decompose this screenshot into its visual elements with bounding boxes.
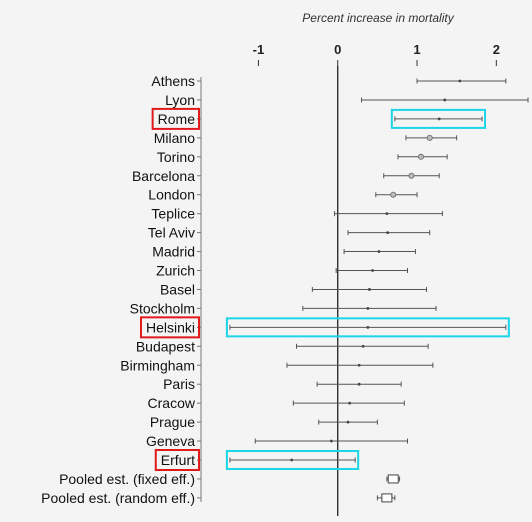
label-highlight-box	[154, 449, 200, 471]
forest-row	[397, 153, 448, 160]
point-estimate	[346, 420, 350, 424]
point-estimate	[357, 363, 361, 367]
x-axis: -1 0 1 2	[253, 42, 500, 66]
row-label: Barcelona	[132, 168, 195, 184]
forest-row	[318, 419, 378, 425]
row-label: Madrid	[152, 244, 195, 260]
row-label: Torino	[157, 149, 195, 165]
forest-row	[376, 493, 396, 503]
row-label: Paris	[163, 376, 195, 392]
forest-row	[229, 457, 356, 463]
forest-row	[254, 438, 409, 444]
forest-row	[386, 474, 401, 484]
forest-row	[347, 230, 431, 236]
pooled-estimate-box	[387, 474, 399, 484]
x-tick-label: 2	[493, 42, 500, 57]
point-estimate	[371, 269, 375, 272]
label-highlight-box	[151, 107, 200, 130]
point-estimate	[390, 191, 397, 198]
row-label: Teplice	[151, 206, 195, 222]
point-estimate	[458, 79, 462, 83]
row-label: Pooled est. (fixed eff.)	[59, 471, 195, 487]
ci-highlight-box	[390, 108, 487, 129]
x-tick-label: 0	[334, 42, 341, 57]
pooled-estimate-box	[381, 493, 393, 503]
forest-row	[302, 305, 437, 311]
ci-highlight-box	[225, 450, 360, 470]
row-label: Lyon	[165, 92, 195, 108]
x-tick-label: -1	[253, 42, 265, 57]
row-label: Prague	[150, 414, 195, 430]
point-estimate	[377, 250, 381, 253]
point-estimate	[417, 153, 424, 160]
reference-lines	[200, 66, 339, 516]
forest-row	[311, 286, 428, 292]
forest-row	[316, 381, 402, 387]
row-label: Pooled est. (random eff.)	[41, 490, 195, 506]
forest-row	[343, 249, 416, 255]
row-label: Helsinki	[146, 319, 195, 335]
point-estimate	[361, 344, 365, 348]
forest-row	[335, 268, 409, 273]
row-label: Geneva	[146, 433, 195, 449]
row-label: Tel Aviv	[148, 225, 195, 241]
row-label: Cracow	[148, 395, 196, 411]
forest-rows	[229, 78, 529, 503]
row-label: Birmingham	[120, 357, 195, 373]
row-label: Rome	[158, 111, 196, 127]
point-estimate	[329, 439, 333, 443]
forest-row	[383, 172, 440, 179]
row-label: Basel	[160, 281, 195, 297]
forest-row	[394, 116, 483, 122]
point-estimate	[408, 172, 415, 179]
point-estimate	[368, 288, 371, 291]
point-estimate	[385, 212, 389, 216]
forest-row	[292, 400, 405, 406]
point-estimate	[437, 117, 441, 121]
row-label: Milano	[154, 130, 195, 146]
label-highlight-box	[139, 316, 200, 339]
forest-row	[334, 211, 443, 217]
chart-title: Percent increase in mortality	[302, 11, 454, 25]
row-label: Athens	[151, 73, 195, 89]
row-label: London	[148, 187, 195, 203]
point-estimate	[290, 458, 294, 462]
forest-row	[416, 78, 507, 84]
ci-highlight-box	[225, 317, 510, 338]
x-tick-label: 1	[413, 42, 420, 57]
row-label: Zurich	[156, 263, 195, 279]
forest-row	[286, 362, 434, 368]
forest-row	[405, 134, 458, 141]
row-label: Stockholm	[130, 300, 195, 316]
point-estimate	[386, 231, 390, 235]
row-label: Erfurt	[161, 452, 195, 468]
forest-row	[375, 191, 418, 198]
forest-row	[295, 343, 429, 349]
point-estimate	[348, 401, 352, 405]
forest-row	[361, 97, 529, 103]
forest-row	[229, 324, 507, 330]
point-estimate	[426, 134, 433, 141]
point-estimate	[443, 98, 447, 102]
point-estimate	[357, 382, 361, 386]
point-estimate	[366, 307, 370, 310]
row-labels: Athens Lyon Rome Milano Torino Barcelona Londo…	[41, 73, 201, 506]
highlight-boxes	[139, 107, 510, 471]
point-estimate	[366, 325, 370, 329]
row-label: Budapest	[136, 338, 195, 354]
